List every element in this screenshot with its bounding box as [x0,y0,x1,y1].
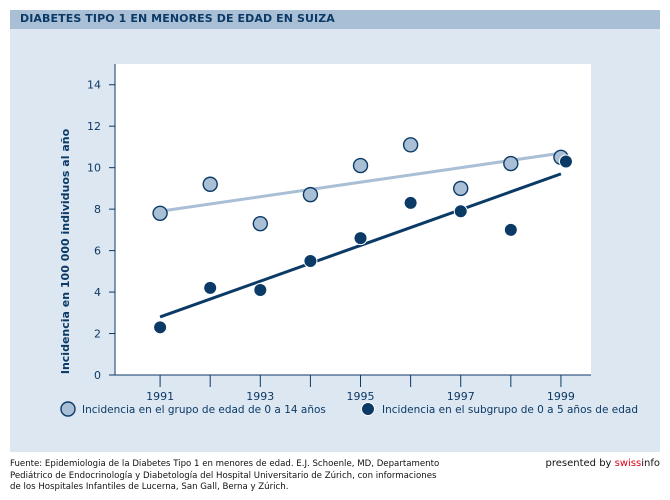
plot-area [115,64,591,375]
y-tick-label: 10 [87,162,101,175]
legend-label-series-1: Incidencia en el grupo de edad de 0 a 14… [82,404,326,416]
data-point-series-1 [453,180,469,197]
x-tick-label: 1991 [146,390,174,403]
data-point-series-1 [352,157,369,174]
source-line: de los Hospitales Infantiles de Lucerna,… [10,482,289,493]
brand-logo-swiss: swiss [614,458,642,469]
brand-logo-info: info [641,458,660,469]
data-point-series-1 [252,215,269,232]
data-point-series-2 [403,195,418,210]
source-line: Fuente: Epidemiologia de la Diabetes Tip… [10,459,440,469]
chart-header: DIABETES TIPO 1 EN MENORES DE EDAD EN SU… [10,10,660,29]
legend-marker-series-1 [60,401,76,417]
y-axis-title: Incidencia en 100 000 individuos al año [59,128,72,374]
y-tick-label: 8 [94,203,101,216]
data-point-series-2 [303,253,318,268]
credit-prefix: presented by [545,458,615,469]
y-tick-label: 12 [87,120,101,133]
data-point-series-2 [558,154,573,169]
x-tick-label: 1999 [547,390,575,403]
y-tick-label: 6 [94,245,101,258]
chart-title: DIABETES TIPO 1 EN MENORES DE EDAD EN SU… [20,12,335,25]
source-note: Fuente: Epidemiologia de la Diabetes Tip… [10,459,530,494]
y-tick-label: 14 [87,79,101,92]
x-tick-label: 1997 [447,390,475,403]
data-point-series-1 [202,176,218,192]
legend-label-series-2: Incidencia en el subgrupo de 0 a 5 años … [382,404,638,416]
data-point-series-1 [503,155,519,172]
data-point-series-2 [203,280,218,295]
x-tick-label: 1995 [347,390,375,403]
data-point-series-2 [503,222,518,237]
data-point-series-1 [302,186,319,203]
trend-line-1 [159,151,562,213]
data-point-series-2 [153,320,168,335]
data-point-series-2 [353,231,368,246]
trend-line-2 [159,172,562,319]
data-point-series-1 [152,205,168,221]
x-tick-label: 1993 [246,390,274,403]
y-tick-label: 4 [94,286,101,299]
y-tick-label: 0 [94,369,101,382]
data-point-series-1 [402,137,419,153]
credit: presented by swissinfo [546,458,661,469]
data-point-series-2 [453,204,468,219]
legend-marker-series-2 [361,402,375,416]
source-line: Pediátrico de Endocrinología y Diabetolo… [10,470,437,481]
y-tick-label: 2 [94,328,101,341]
data-point-series-2 [253,282,268,297]
